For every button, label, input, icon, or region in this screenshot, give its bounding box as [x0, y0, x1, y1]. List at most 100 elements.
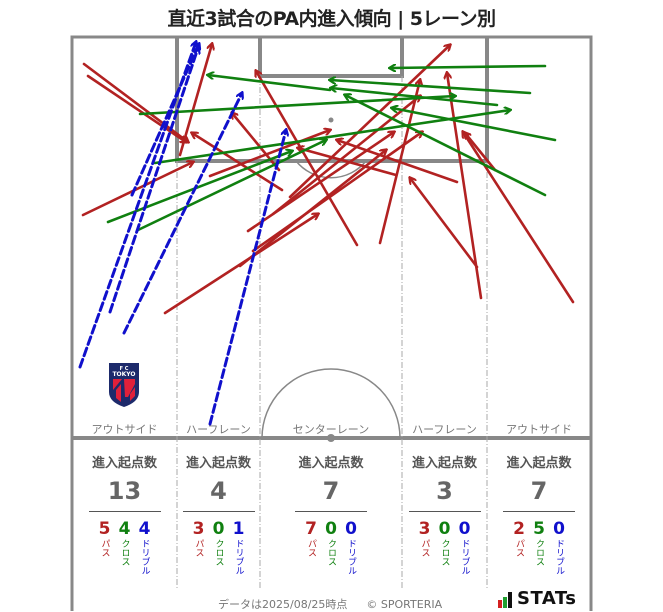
cross-arrow: [153, 110, 510, 165]
pass-arrow: [208, 130, 330, 178]
lane-stats-center: 進入起点数 7 7 パス 0 クロス 0 ドリブル: [260, 452, 402, 575]
penalty-area: [175, 37, 489, 163]
stat-divider: [295, 511, 367, 512]
pass-arrow: [288, 45, 450, 199]
entry-arrows: [78, 42, 575, 426]
cross-count: 4: [118, 519, 131, 539]
dribble-label: ドリブル: [346, 539, 356, 575]
cross-arrow: [331, 88, 499, 107]
lane-label-left-half: ハーフレーン: [186, 423, 251, 436]
cross-arrow: [345, 95, 547, 197]
pass-label: パス: [193, 539, 204, 557]
stat-header: 進入起点数: [411, 456, 477, 471]
center-spot: [327, 434, 335, 442]
stat-total: 4: [210, 477, 227, 505]
pass-arrow: [271, 96, 420, 216]
stat-header: 進入起点数: [91, 456, 157, 471]
dribble-arrow: [122, 93, 242, 335]
stat-header: 進入起点数: [185, 456, 251, 471]
footer: データは2025/08/25時点 © SPORTERIA: [218, 596, 442, 612]
stat-divider: [408, 511, 481, 512]
cross-arrow: [330, 80, 532, 95]
cross-label: クロス: [213, 539, 224, 566]
dribble-label: ドリブル: [139, 539, 150, 575]
cross-count: 5: [533, 519, 545, 539]
lane-label-left-outside: アウトサイド: [91, 423, 158, 436]
goal-area: [258, 37, 404, 78]
stat-divider: [182, 511, 255, 512]
copyright: © SPORTERIA: [366, 598, 443, 611]
pass-arrow: [251, 132, 422, 253]
data-date: データは2025/08/25時点: [218, 598, 348, 611]
stat-divider: [88, 511, 161, 512]
cross-count: 0: [212, 519, 225, 539]
pass-arrow: [86, 74, 186, 142]
dribble-count: 4: [138, 519, 151, 539]
cross-arrow: [208, 75, 332, 92]
pass-count: 2: [513, 519, 525, 539]
logo-bar-green: [503, 597, 507, 608]
lane-stats-left-half: 進入起点数 4 3 パス 0 クロス 1 ドリブル: [177, 452, 260, 575]
stat-total: 7: [530, 477, 548, 505]
lane-label-right-half: ハーフレーン: [412, 423, 477, 436]
cross-arrow: [136, 140, 326, 232]
cross-label: クロス: [119, 539, 130, 566]
lane-stats-left-outside: 進入起点数 13 5 パス 4 クロス 4 ドリブル: [72, 452, 177, 575]
stat-header: 進入起点数: [506, 456, 572, 471]
dribble-label: ドリブル: [459, 539, 470, 575]
pass-count: 3: [418, 519, 431, 539]
pass-arrow: [178, 44, 212, 157]
team-logo: F C TOKYO: [109, 363, 139, 407]
pass-label: パス: [514, 539, 524, 557]
stat-total: 13: [107, 477, 142, 505]
pass-label: パス: [99, 539, 110, 557]
pass-arrow: [465, 133, 497, 172]
dribble-arrow: [130, 44, 199, 197]
pass-count: 3: [192, 519, 205, 539]
pass-count: 5: [98, 519, 111, 539]
team-logo-name: TOKYO: [112, 371, 135, 378]
brand-name: STATs: [517, 588, 577, 609]
pass-arrow: [81, 162, 193, 217]
stat-total: 3: [436, 477, 453, 505]
lane-stats-right-half: 進入起点数 3 3 パス 0 クロス 0 ドリブル: [402, 452, 487, 575]
pass-arrow: [337, 140, 459, 184]
dribble-label: ドリブル: [233, 539, 244, 575]
team-logo-fc: F C: [120, 366, 129, 372]
penalty-arc: [295, 160, 367, 179]
pitch-frame: [70, 35, 593, 611]
penalty-spot: [328, 117, 334, 123]
stats-brand-logo: STATs: [498, 590, 576, 608]
dribble-arrow: [108, 48, 198, 314]
cross-count: 0: [438, 519, 451, 539]
cross-count: 0: [325, 519, 337, 539]
cross-label: クロス: [534, 539, 544, 566]
stat-divider: [503, 511, 575, 512]
pass-arrow: [232, 113, 281, 172]
cross-label: クロス: [326, 539, 336, 566]
pass-arrow: [410, 178, 479, 269]
pass-arrow: [447, 73, 483, 300]
pass-count: 7: [305, 519, 317, 539]
dribble-label: ドリブル: [554, 539, 564, 575]
logo-bar-black: [508, 592, 512, 608]
stat-header: 進入起点数: [298, 456, 364, 471]
pass-label: パス: [306, 539, 316, 557]
lane-stats-right-outside: 進入起点数 7 2 パス 5 クロス 0 ドリブル: [487, 452, 591, 575]
dribble-count: 0: [345, 519, 357, 539]
center-circle: [261, 368, 401, 439]
cross-arrow: [390, 66, 547, 68]
stat-total: 7: [322, 477, 340, 505]
dribble-count: 0: [458, 519, 471, 539]
pass-arrow: [463, 132, 575, 304]
pass-arrow: [298, 148, 398, 177]
pass-label: パス: [419, 539, 430, 557]
lane-label-right-outside: アウトサイド: [506, 423, 572, 436]
cross-arrow: [106, 151, 292, 224]
chart-title: 直近3試合のPA内進入傾向 | 5レーン別: [167, 8, 496, 30]
dribble-arrow: [208, 130, 286, 426]
cross-arrow: [392, 108, 557, 142]
pass-arrow: [256, 71, 359, 247]
cross-arrow: [138, 96, 455, 116]
